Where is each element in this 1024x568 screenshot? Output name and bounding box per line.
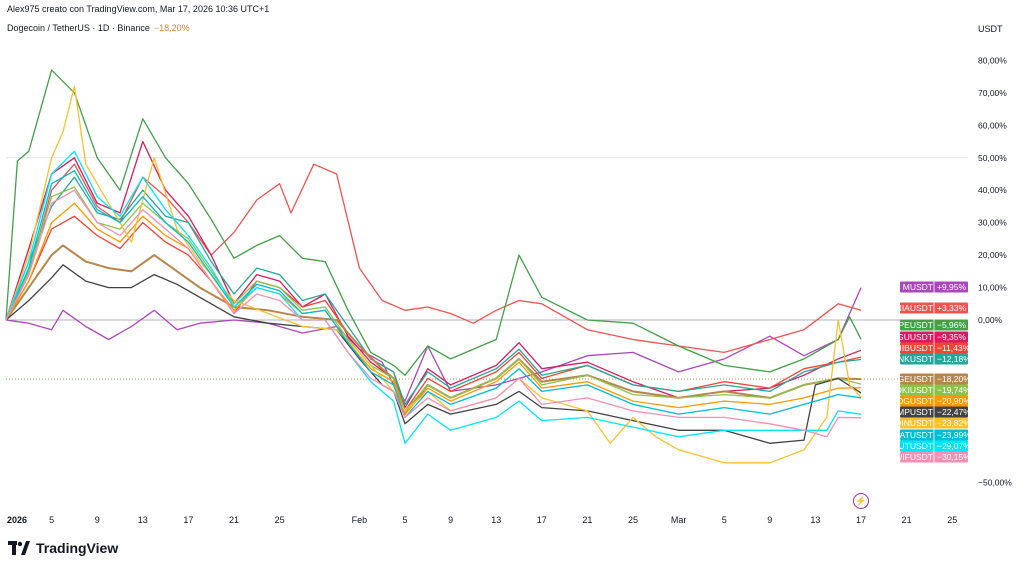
y-tick-label: 80,00%: [978, 55, 1007, 65]
y-tick-label: 40,00%: [978, 185, 1007, 195]
badge-wifusdt: WIFUSDT −30,15%: [894, 451, 971, 463]
badge-musdt: MUSDT +9,95%: [900, 281, 968, 293]
badge-change: −20,90%: [937, 396, 971, 406]
brand-name: TradingView: [36, 540, 119, 556]
badge-change: −23,99%: [937, 430, 971, 440]
badge-change: −23,82%: [937, 418, 971, 428]
y-axis-unit: USDT: [978, 24, 1003, 34]
badge-fartcoinusdt: FARTCOINUSDT −23,82%: [867, 417, 971, 429]
y-tick-label: 0,00%: [978, 315, 1003, 325]
author-line: Alex975 creato con TradingView.com, Mar …: [7, 4, 270, 14]
x-axis: 2026 5 9 13 17 21 25 Feb 5 9 13 17 21 25 Mar 5 9 13 17 21 25: [7, 515, 957, 525]
badge-melaniausdt: MELANIAUSDT +3,33%: [873, 302, 968, 314]
badge-pepeusdt: PEPEUSDT −5,96%: [887, 319, 968, 331]
badge-change: −12,18%: [937, 354, 971, 364]
chart-canvas[interactable]: 80,00%70,00%60,00%50,00%40,00%30,00%20,0…: [0, 0, 1024, 535]
x-tick-label: Mar: [671, 515, 687, 525]
x-tick-label: 5: [49, 515, 54, 525]
badge-change: +9,95%: [937, 282, 967, 292]
y-axis: 80,00% 70,00% 60,00% 50,00% 40,00% 30,00% 20,0…: [978, 55, 1012, 487]
badge-name: FARTCOINUSDT: [867, 418, 933, 428]
badge-bonkusdt: BONKUSDT −12,18%: [886, 353, 971, 365]
x-tick-label: 5: [402, 515, 407, 525]
badge-trumpusdt: TRUMPUSDT −22,47%: [880, 406, 971, 418]
x-tick-label: 25: [947, 515, 957, 525]
symbol-change: −18,20%: [153, 23, 190, 33]
badge-name: FLOKIUSDT: [885, 385, 933, 395]
x-tick-label: 2026: [7, 515, 27, 525]
series-line-popcatusdt: [5, 170, 862, 419]
lightning-icon[interactable]: ⚡: [853, 493, 869, 509]
badge-name: DOGEUSDT: [885, 374, 933, 384]
badge-name: PEPEUSDT: [887, 320, 933, 330]
badge-change: −5,96%: [937, 320, 967, 330]
x-tick-label: 13: [810, 515, 820, 525]
x-tick-label: 13: [138, 515, 148, 525]
brand-logo[interactable]: TradingView: [8, 540, 118, 556]
series-line-wifusdt: [5, 189, 862, 438]
badge-name: MUSDT: [903, 282, 933, 292]
x-tick-label: 21: [582, 515, 592, 525]
y-tick-label: 20,00%: [978, 250, 1007, 260]
badge-name: TRUMPUSDT: [880, 407, 933, 417]
tradingview-logo-icon: [8, 541, 30, 555]
badge-name: SUNDOGUSDT: [873, 396, 933, 406]
series-line-flokiusdt: [5, 186, 862, 412]
series-line-penguusdt: [5, 140, 862, 409]
badge-change: −19,74%: [937, 385, 971, 395]
x-tick-label: 17: [183, 515, 193, 525]
y-tick-label: 70,00%: [978, 88, 1007, 98]
badge-popcatusdt: POPCATUSDT −23,99%: [876, 429, 971, 441]
badge-change: −29,07%: [937, 441, 971, 451]
badge-dogeusdt: DOGEUSDT −18,20%: [885, 373, 971, 385]
badge-change: −18,20%: [937, 374, 971, 384]
badge-change: +3,33%: [937, 303, 967, 313]
x-tick-label: 5: [722, 515, 727, 525]
y-tick-label: 60,00%: [978, 120, 1007, 130]
x-tick-label: 25: [275, 515, 285, 525]
x-tick-label: 21: [229, 515, 239, 525]
badge-shibusdt: SHIBUSDT −11,43%: [890, 342, 971, 354]
x-tick-label: 9: [767, 515, 772, 525]
series-line-bonkusdt: [5, 176, 862, 406]
series-line-pepeusdt: [5, 69, 862, 376]
symbol-name: Dogecoin / TetherUS · 1D · Binance: [7, 23, 150, 33]
x-tick-label: 13: [491, 515, 501, 525]
badge-change: −11,43%: [937, 343, 971, 353]
series-line-shibusdt: [5, 215, 862, 412]
badge-sundogusdt: SUNDOGUSDT −20,90%: [873, 395, 971, 407]
badge-pnutusdt: PNUTUSDT −29,07%: [887, 440, 971, 452]
x-tick-label: 17: [537, 515, 547, 525]
badge-name: SHIBUSDT: [890, 343, 933, 353]
series-badges: MUSDT +9,95% MELANIAUSDT +3,33% PEPEUSDT −5,9…: [867, 281, 971, 463]
y-tick-label: 10,00%: [978, 283, 1007, 293]
badge-penguusdt: PENGUUSDT −9,35%: [880, 331, 968, 343]
badge-flokiusdt: FLOKIUSDT −19,74%: [885, 384, 971, 396]
chart-series-lines: [5, 69, 862, 464]
x-tick-label: 21: [902, 515, 912, 525]
x-tick-label: 9: [448, 515, 453, 525]
badge-name: MELANIAUSDT: [873, 303, 933, 313]
badge-name: POPCATUSDT: [876, 430, 933, 440]
x-tick-label: 25: [628, 515, 638, 525]
series-line-sundogusdt: [5, 202, 862, 415]
y-tick-label: −50,00%: [978, 477, 1012, 487]
badge-name: PENGUUSDT: [880, 332, 933, 342]
badge-name: WIFUSDT: [894, 452, 933, 462]
badge-name: BONKUSDT: [886, 354, 933, 364]
y-tick-label: 30,00%: [978, 218, 1007, 228]
badge-change: −22,47%: [937, 407, 971, 417]
symbol-line: Dogecoin / TetherUS · 1D · Binance −18,20…: [7, 23, 190, 33]
series-line-pnutusdt: [5, 150, 862, 444]
y-tick-label: 50,00%: [978, 153, 1007, 163]
badge-change: −9,35%: [937, 332, 967, 342]
series-line-musdt: [5, 287, 862, 402]
badge-name: PNUTUSDT: [887, 441, 933, 451]
badge-change: −30,15%: [937, 452, 971, 462]
x-tick-label: 9: [95, 515, 100, 525]
x-tick-label: 17: [856, 515, 866, 525]
series-line-melaniausdt: [5, 163, 862, 354]
x-tick-label: Feb: [352, 515, 368, 525]
